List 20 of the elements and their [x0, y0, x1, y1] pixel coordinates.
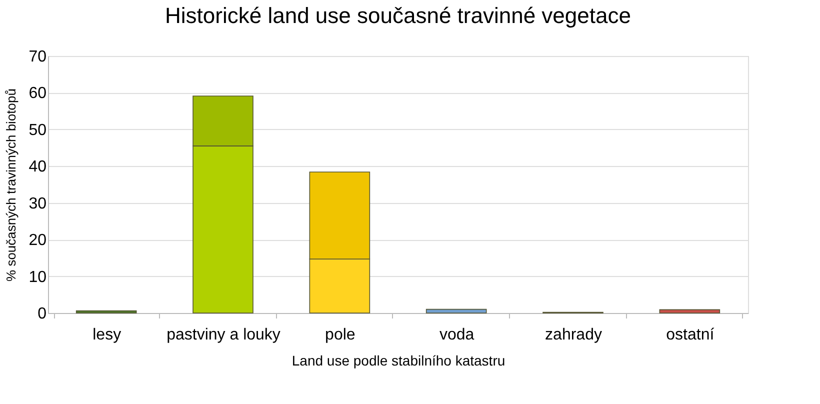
x-axis-title: Land use podle stabilního katastru — [292, 352, 506, 368]
x-tick-label: zahrady — [545, 326, 602, 344]
chart-title: Historické land use současné travinné vegetace — [165, 3, 631, 28]
y-tick-label: 50 — [28, 122, 47, 139]
x-tick-label: ostatní — [666, 326, 715, 344]
x-tick-label: voda — [439, 326, 474, 344]
y-tick-label: 10 — [28, 268, 47, 286]
y-tick-label: 20 — [28, 232, 47, 250]
bar — [659, 309, 720, 314]
bar — [76, 310, 137, 314]
bar — [426, 308, 487, 314]
y-tick-label: 70 — [28, 48, 47, 66]
x-tick-label: pastviny a louky — [166, 326, 280, 344]
x-tick-label: pole — [325, 326, 356, 344]
y-tick-label: 60 — [28, 85, 47, 102]
x-tick-label: lesy — [92, 326, 122, 344]
y-tick-label: 0 — [38, 306, 47, 322]
y-tick-label: 30 — [28, 195, 47, 212]
y-tick-label: 40 — [28, 158, 47, 176]
y-axis-title: % současných travinných biotopů — [4, 88, 19, 282]
